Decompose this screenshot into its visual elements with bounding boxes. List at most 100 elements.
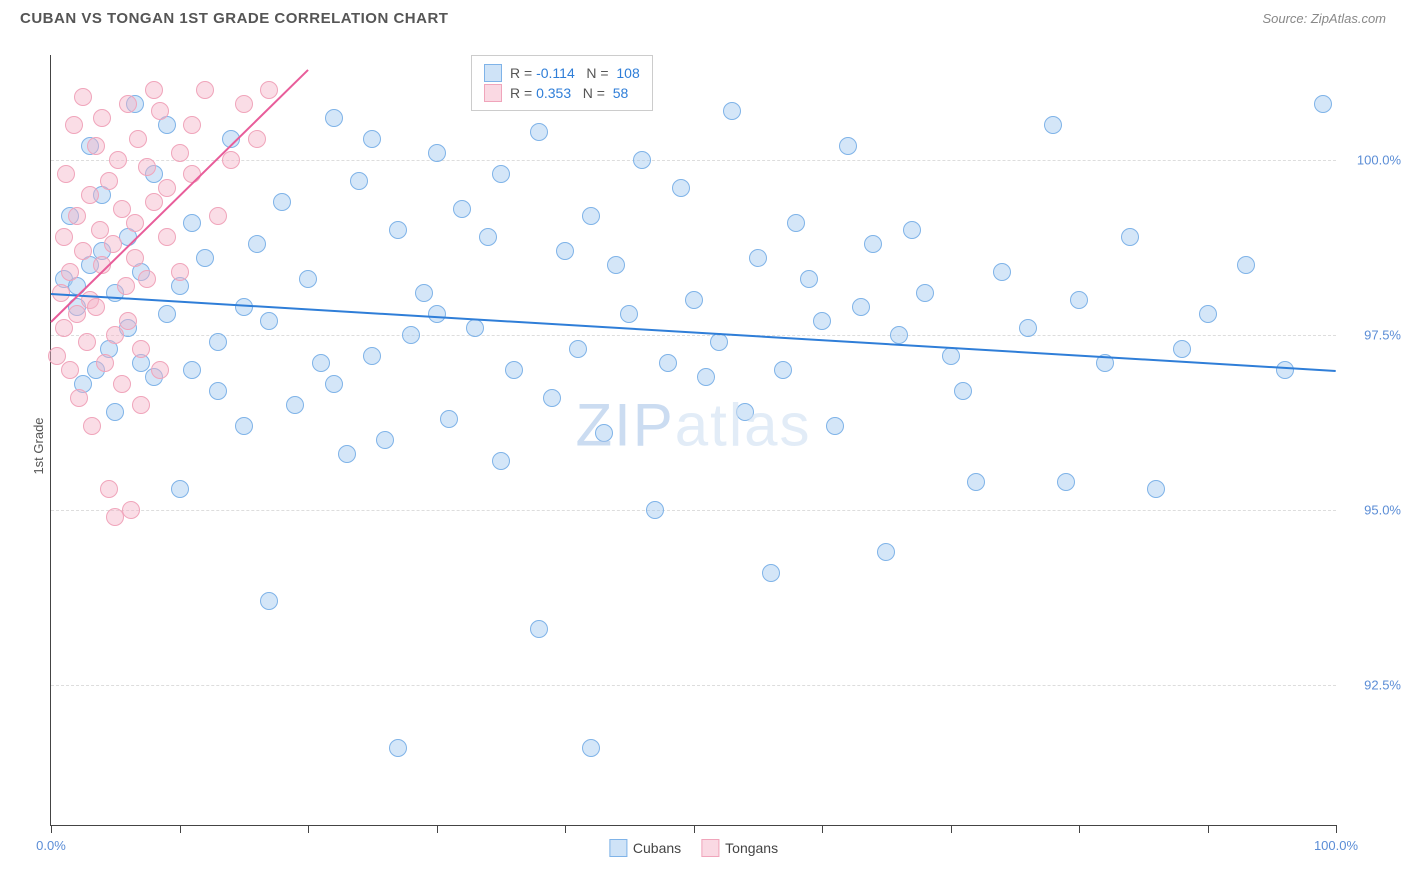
gridline: [51, 510, 1336, 511]
scatter-point: [774, 361, 792, 379]
scatter-point: [1121, 228, 1139, 246]
scatter-point: [138, 158, 156, 176]
scatter-point: [697, 368, 715, 386]
y-tick-label: 100.0%: [1357, 153, 1401, 168]
legend-label: Cubans: [633, 840, 681, 856]
scatter-point: [87, 137, 105, 155]
scatter-point: [428, 305, 446, 323]
watermark: ZIPatlas: [575, 390, 811, 459]
scatter-point: [235, 417, 253, 435]
scatter-point: [826, 417, 844, 435]
scatter-point: [338, 445, 356, 463]
scatter-point: [749, 249, 767, 267]
scatter-point: [68, 207, 86, 225]
scatter-point: [813, 312, 831, 330]
scatter-point: [453, 200, 471, 218]
scatter-point: [248, 130, 266, 148]
scatter-point: [119, 95, 137, 113]
scatter-point: [209, 382, 227, 400]
scatter-point: [260, 81, 278, 99]
scatter-point: [171, 263, 189, 281]
scatter-point: [415, 284, 433, 302]
scatter-point: [119, 312, 137, 330]
series-legend: Cubans Tongans: [609, 839, 778, 857]
x-tick: [51, 825, 52, 833]
scatter-point: [800, 270, 818, 288]
x-tick: [565, 825, 566, 833]
scatter-point: [466, 319, 484, 337]
x-tick: [822, 825, 823, 833]
scatter-point: [87, 298, 105, 316]
correlation-legend: R = -0.114 N = 108 R = 0.353 N = 58: [471, 55, 653, 111]
scatter-point: [620, 305, 638, 323]
scatter-point: [260, 592, 278, 610]
scatter-point: [61, 361, 79, 379]
scatter-point: [582, 207, 600, 225]
scatter-point: [325, 375, 343, 393]
scatter-point: [129, 130, 147, 148]
chart-header: CUBAN VS TONGAN 1ST GRADE CORRELATION CH…: [0, 0, 1406, 32]
scatter-point: [1314, 95, 1332, 113]
scatter-point: [954, 382, 972, 400]
gridline: [51, 335, 1336, 336]
scatter-point: [890, 326, 908, 344]
scatter-point: [1276, 361, 1294, 379]
scatter-point: [183, 361, 201, 379]
scatter-point: [183, 214, 201, 232]
legend-label: Tongans: [725, 840, 778, 856]
scatter-point: [196, 81, 214, 99]
y-axis-label: 1st Grade: [31, 417, 46, 474]
scatter-point: [299, 270, 317, 288]
legend-item: Cubans: [609, 839, 681, 857]
scatter-point: [363, 347, 381, 365]
scatter-point: [492, 165, 510, 183]
legend-row: R = 0.353 N = 58: [484, 84, 640, 102]
scatter-point: [132, 396, 150, 414]
scatter-point: [70, 389, 88, 407]
scatter-point: [106, 403, 124, 421]
scatter-point: [1199, 305, 1217, 323]
watermark-part2: atlas: [675, 391, 812, 458]
scatter-point: [582, 739, 600, 757]
x-tick-label: 100.0%: [1314, 838, 1358, 853]
scatter-point: [286, 396, 304, 414]
chart-source: Source: ZipAtlas.com: [1262, 11, 1386, 26]
scatter-point: [145, 193, 163, 211]
scatter-point: [479, 228, 497, 246]
scatter-point: [916, 284, 934, 302]
scatter-point: [109, 151, 127, 169]
scatter-point: [1057, 473, 1075, 491]
scatter-point: [83, 417, 101, 435]
legend-swatch: [609, 839, 627, 857]
scatter-point: [389, 739, 407, 757]
scatter-point: [248, 235, 266, 253]
scatter-point: [117, 277, 135, 295]
scatter-point: [530, 123, 548, 141]
scatter-point: [967, 473, 985, 491]
legend-row: R = -0.114 N = 108: [484, 64, 640, 82]
scatter-point: [68, 305, 86, 323]
legend-item: Tongans: [701, 839, 778, 857]
scatter-point: [633, 151, 651, 169]
scatter-point: [685, 291, 703, 309]
scatter-point: [126, 214, 144, 232]
scatter-point: [672, 179, 690, 197]
scatter-point: [595, 424, 613, 442]
scatter-point: [1044, 116, 1062, 134]
scatter-point: [209, 333, 227, 351]
x-tick: [1208, 825, 1209, 833]
x-tick: [308, 825, 309, 833]
scatter-point: [659, 354, 677, 372]
scatter-point: [389, 221, 407, 239]
scatter-point: [569, 340, 587, 358]
scatter-point: [222, 151, 240, 169]
scatter-point: [839, 137, 857, 155]
scatter-point: [61, 263, 79, 281]
scatter-point: [96, 354, 114, 372]
scatter-point: [183, 116, 201, 134]
x-tick: [180, 825, 181, 833]
scatter-point: [74, 242, 92, 260]
scatter-point: [530, 620, 548, 638]
scatter-point: [100, 480, 118, 498]
scatter-point: [607, 256, 625, 274]
